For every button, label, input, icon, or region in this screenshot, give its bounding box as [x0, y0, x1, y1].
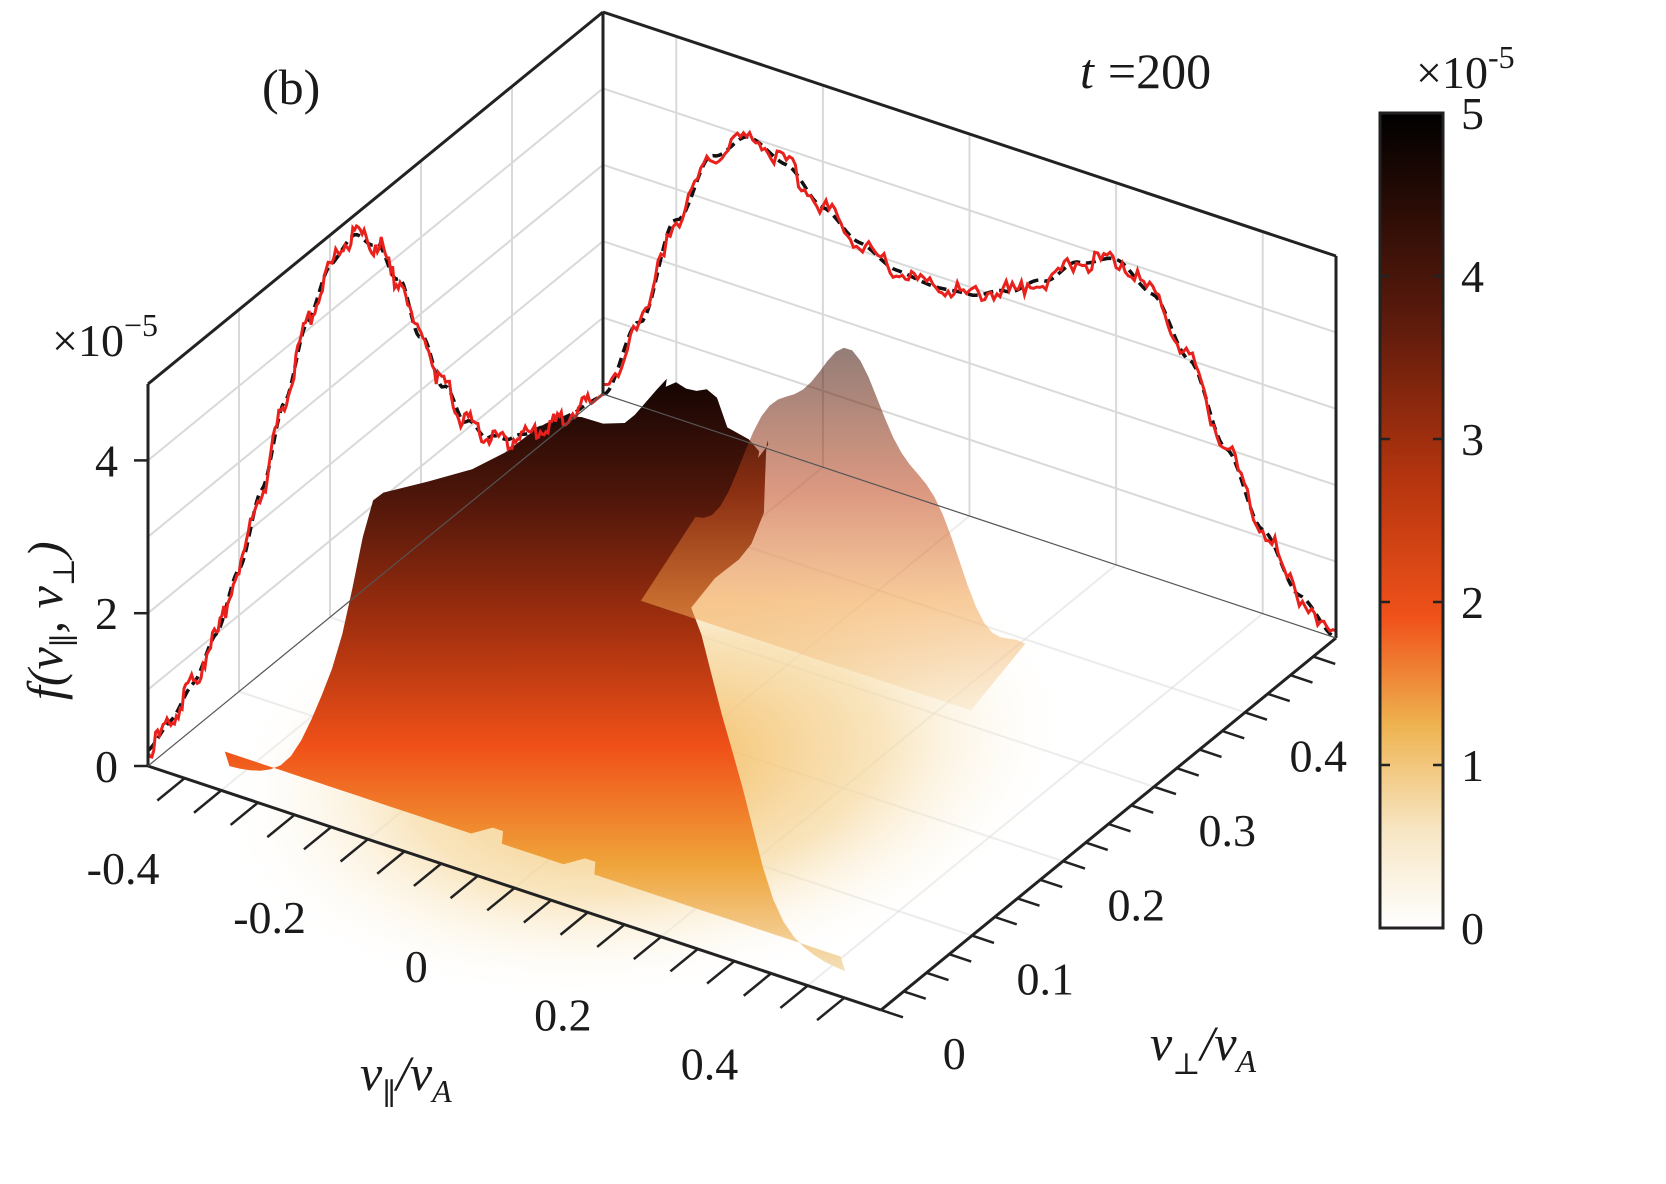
y-tick	[880, 1008, 904, 1019]
x-tick	[816, 996, 846, 1022]
x-tick-label: -0.4	[87, 843, 160, 894]
box-edge	[147, 393, 604, 767]
y-tick	[971, 934, 995, 945]
y-tick	[948, 953, 972, 963]
box-edge	[602, 393, 1337, 639]
y-tick-label: 0.4	[1290, 730, 1348, 781]
x-tick	[779, 984, 809, 1009]
x-tick-label: 0	[405, 941, 428, 992]
y-tick	[1017, 897, 1040, 907]
colorbar-exponent: ×10-5	[1416, 39, 1515, 98]
box-edge	[147, 10, 604, 386]
x-axis-label: v∥/vA	[360, 1045, 452, 1111]
y-axis-label: v⊥/vA	[1150, 1015, 1257, 1081]
y-tick-label: 0.1	[1017, 954, 1075, 1005]
axis-ticks	[134, 459, 1336, 1022]
colorbar-tick-label: 0	[1461, 903, 1484, 954]
grid-line	[602, 316, 1337, 563]
x-tick	[193, 789, 223, 814]
grid-line	[602, 87, 1337, 334]
y-tick-label: 0.3	[1199, 805, 1257, 856]
y-tick-labels: 0 0.1 0.2 0.3 0.4	[943, 730, 1347, 1079]
x-tick	[559, 911, 589, 936]
projection-curves	[146, 129, 1337, 759]
grid-line	[147, 87, 604, 462]
colorbar-tick-label: 5	[1461, 88, 1484, 139]
axes-box	[146, 10, 1338, 1012]
x-tick	[339, 838, 369, 863]
y-tick-label: 0.2	[1108, 879, 1166, 930]
left-wall-model-curve	[146, 232, 605, 752]
x-tick	[303, 826, 333, 851]
colorbar-gradient	[1378, 111, 1445, 930]
z-exponent-label: ×10−5	[52, 307, 158, 366]
x-tick-label: 0.4	[681, 1038, 739, 1089]
grid-line	[602, 240, 1337, 487]
colorbar: 0 1 2 3 4 5 ×10-5	[1378, 39, 1515, 954]
x-tick	[523, 899, 552, 924]
colorbar-tick-label: 3	[1461, 414, 1484, 465]
y-tick	[1153, 785, 1177, 796]
grid-line	[602, 163, 1337, 410]
y-tick	[1085, 841, 1109, 852]
x-tick	[266, 813, 296, 839]
box-edge	[602, 10, 1337, 258]
y-tick	[1290, 674, 1313, 684]
z-tick-label: 0	[95, 741, 118, 792]
colorbar-ticks	[1380, 111, 1443, 930]
y-tick	[1199, 748, 1222, 759]
y-tick	[994, 915, 1018, 926]
y-tick	[903, 990, 927, 1000]
y-tick-label: 0	[943, 1028, 966, 1079]
y-tick	[1039, 878, 1063, 889]
time-label: t =200	[1080, 43, 1211, 99]
back-wall-simulation-curve	[602, 129, 1337, 634]
colorbar-tick-label: 2	[1461, 577, 1484, 628]
y-tick	[1312, 655, 1336, 666]
z-axis-label: f(v∥, v⊥)	[17, 541, 81, 700]
z-tick-labels: 0 2 4	[95, 435, 118, 792]
y-tick	[1244, 711, 1268, 721]
y-tick	[1130, 804, 1154, 814]
x-tick	[486, 887, 516, 912]
x-tick	[376, 850, 406, 875]
x-tick-labels: -0.4 -0.2 0 0.2 0.4	[87, 843, 739, 1089]
x-tick	[706, 960, 736, 985]
x-tick	[413, 862, 442, 887]
x-tick-label: -0.2	[233, 892, 306, 943]
x-tick	[596, 923, 626, 948]
surface-back-lobe	[640, 347, 1026, 711]
x-tick	[156, 777, 186, 802]
x-tick	[229, 801, 259, 826]
y-tick	[1108, 822, 1131, 833]
z-tick-label: 4	[95, 435, 118, 486]
colorbar-tick-label: 4	[1461, 251, 1484, 302]
panel-label: (b)	[262, 59, 320, 115]
x-tick	[742, 972, 772, 997]
x-tick	[669, 948, 699, 973]
x-tick	[449, 874, 479, 900]
grid-line	[147, 164, 604, 538]
x-tick-label: 0.2	[534, 990, 592, 1041]
surface-plot	[218, 347, 1073, 1000]
x-tick	[633, 935, 662, 961]
y-tick	[1062, 860, 1086, 870]
y-tick	[1221, 729, 1245, 740]
y-tick	[1267, 692, 1291, 703]
left-wall-simulation-curve	[146, 223, 604, 759]
y-tick	[1176, 767, 1200, 777]
y-tick	[926, 971, 949, 982]
grid-line	[147, 240, 604, 614]
z-tick-label: 2	[95, 588, 118, 639]
colorbar-tick-label: 1	[1461, 740, 1484, 791]
